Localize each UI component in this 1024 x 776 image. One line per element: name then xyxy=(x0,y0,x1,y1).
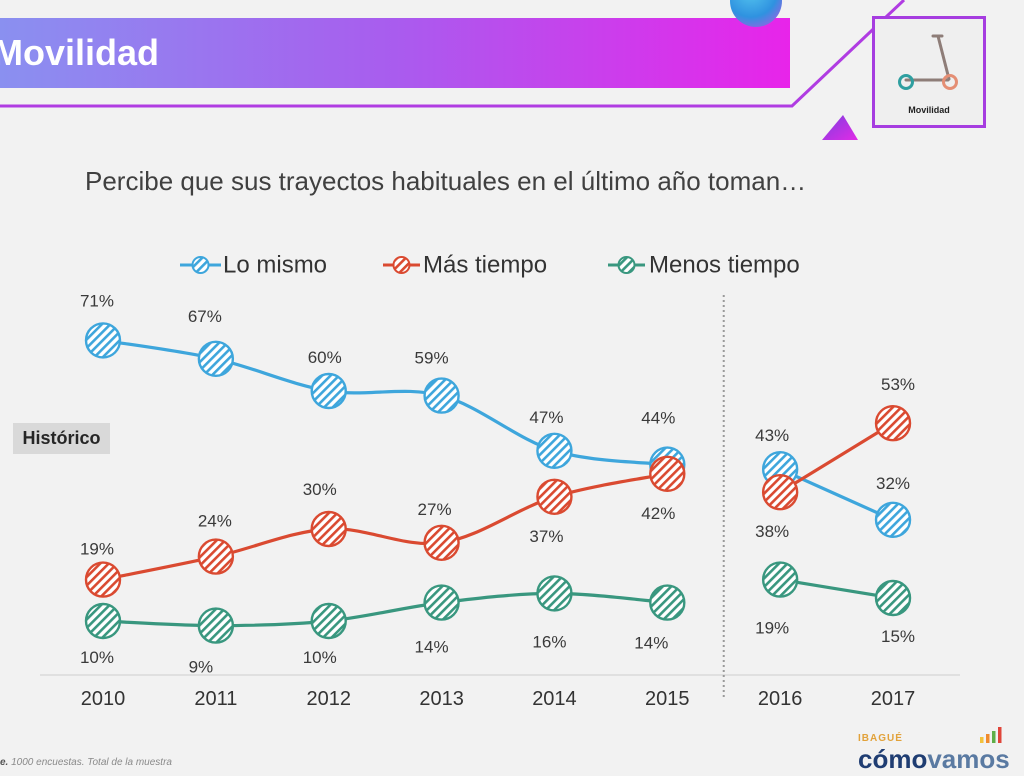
data-label: 44% xyxy=(641,408,675,427)
decorative-triangle xyxy=(822,115,858,140)
data-point xyxy=(84,322,122,359)
data-label: 53% xyxy=(881,375,915,394)
x-tick-label: 2010 xyxy=(81,688,126,710)
logo-city: IBAGUÉ xyxy=(858,733,903,744)
section-title: Movilidad xyxy=(0,32,160,73)
data-point xyxy=(310,510,347,548)
footer-note: e. 1000 encuestas. Total de la muestra xyxy=(0,757,172,768)
chart-title: Percibe que sus trayectos habituales en … xyxy=(85,166,807,196)
data-point xyxy=(536,575,573,612)
data-label: 71% xyxy=(80,291,114,310)
section-banner: Movilidad xyxy=(0,18,790,88)
data-point xyxy=(423,584,460,621)
decorative-line xyxy=(0,0,906,108)
data-label: 9% xyxy=(189,657,214,676)
decorative-shapes xyxy=(0,0,906,140)
badge-label: Movilidad xyxy=(908,105,950,115)
data-label: 38% xyxy=(755,522,789,541)
legend-label: Lo mismo xyxy=(223,252,327,279)
data-point xyxy=(649,584,686,621)
x-tick-label: 2016 xyxy=(758,688,803,710)
data-label: 43% xyxy=(755,426,789,445)
series-line xyxy=(101,472,669,582)
data-point xyxy=(84,561,122,598)
series-menos-tiempo: 10% 9% 10% 14% 16% 14% 19% 15% xyxy=(80,561,915,676)
data-point xyxy=(536,478,573,515)
data-point xyxy=(536,432,573,469)
legend-marker xyxy=(392,256,411,274)
logo-word-1: cómo xyxy=(858,744,928,774)
signal-bars-icon xyxy=(980,727,1002,743)
data-label: 16% xyxy=(532,632,566,651)
logo-word-2: vamos xyxy=(927,744,1010,774)
data-point xyxy=(874,501,912,538)
footer-note-text: 1000 encuestas. Total de la muestra xyxy=(11,757,172,768)
data-point xyxy=(197,538,235,575)
data-label: 30% xyxy=(303,480,337,499)
legend-label: Menos tiempo xyxy=(649,252,800,279)
data-label: 37% xyxy=(529,526,563,545)
data-label: 27% xyxy=(418,499,452,518)
data-label: 14% xyxy=(634,633,668,652)
section-badge: Movilidad xyxy=(872,16,986,128)
data-point xyxy=(874,405,912,442)
x-tick-label: 2013 xyxy=(419,688,464,710)
data-label: 14% xyxy=(415,637,449,656)
data-point xyxy=(84,602,122,640)
data-point xyxy=(423,524,460,561)
data-point xyxy=(423,377,460,414)
data-label: 10% xyxy=(303,648,337,667)
logo-wordmark: cómovamos xyxy=(858,746,1010,772)
x-tick-label: 2017 xyxy=(871,688,916,710)
x-tick-label: 2012 xyxy=(306,688,351,710)
legend-item-mas-tiempo: Más tiempo xyxy=(383,252,547,279)
data-point xyxy=(649,455,686,492)
data-point xyxy=(197,607,235,644)
data-point xyxy=(310,602,347,640)
data-label: 47% xyxy=(529,407,563,426)
series-line xyxy=(101,591,669,628)
legend-marker xyxy=(191,256,210,274)
data-label: 19% xyxy=(755,618,789,637)
legend-label: Más tiempo xyxy=(423,252,547,279)
data-label: 15% xyxy=(881,627,915,646)
data-label: 60% xyxy=(308,348,342,367)
scooter-icon xyxy=(898,34,958,90)
legend-item-menos-tiempo: Menos tiempo xyxy=(608,252,800,279)
legend-item-lo-mismo: Lo mismo xyxy=(180,252,327,279)
data-label: 24% xyxy=(198,511,232,530)
series-mas-tiempo: 19% 24% 30% 27% 37% 42% 38% 53% xyxy=(80,375,915,598)
x-tick-label: 2015 xyxy=(645,688,690,710)
data-label: 42% xyxy=(641,503,675,522)
x-tick-label: 2014 xyxy=(532,688,577,710)
x-tick-label: 2011 xyxy=(194,688,237,710)
data-point xyxy=(761,561,799,598)
data-point xyxy=(761,474,799,511)
data-label: 59% xyxy=(415,348,449,367)
data-label: 10% xyxy=(80,648,114,667)
legend-marker xyxy=(617,256,636,274)
panel-label-historico: Histórico xyxy=(13,423,110,454)
data-label: 67% xyxy=(188,306,222,325)
data-label: 19% xyxy=(80,539,114,558)
data-point xyxy=(197,340,235,377)
series-line xyxy=(101,338,669,467)
data-point xyxy=(874,579,912,617)
data-point xyxy=(310,372,347,410)
data-label: 32% xyxy=(876,473,910,492)
footer-note-prefix: e. xyxy=(0,757,9,768)
comovamos-logo: IBAGUÉ cómovamos xyxy=(858,727,1010,775)
